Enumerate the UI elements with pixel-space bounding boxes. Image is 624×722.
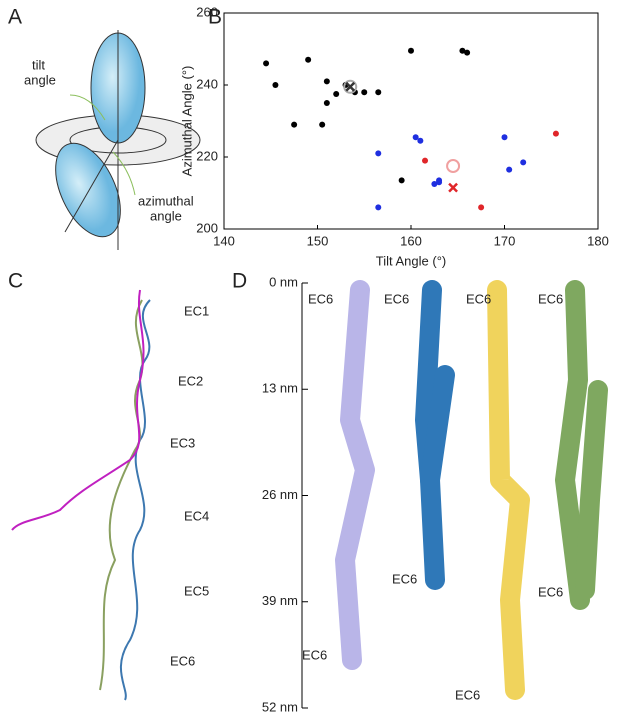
domain-label: EC6 <box>455 687 480 702</box>
domain-label: EC6 <box>538 584 563 599</box>
point <box>272 82 279 88</box>
mean-cross <box>448 182 458 193</box>
domain-label: EC3 <box>170 435 195 450</box>
y-tick-label: 220 <box>196 148 218 163</box>
point <box>291 121 298 128</box>
d-tick-label: 26 nm <box>262 487 298 502</box>
domain-label: EC1 <box>184 303 209 318</box>
point <box>375 89 382 96</box>
point <box>375 204 382 211</box>
d-tick-label: 13 nm <box>262 381 298 396</box>
surface-models <box>335 280 608 700</box>
x-tick-label: 170 <box>494 233 516 248</box>
point <box>422 157 429 164</box>
y-axis-label: Azimuthal Angle (°) <box>179 66 194 177</box>
panel-label: A <box>8 6 22 29</box>
mean-ring <box>343 79 358 94</box>
x-tick-label: 160 <box>400 233 422 248</box>
point <box>464 49 471 56</box>
x-tick-label: 140 <box>213 233 235 248</box>
point <box>375 150 382 157</box>
point <box>333 91 340 97</box>
domain-label: EC2 <box>178 373 203 388</box>
panel-label: B <box>208 6 222 29</box>
point <box>552 130 559 137</box>
panel-label: C <box>8 270 23 293</box>
x-axis-label: Tilt Angle (°) <box>376 253 446 268</box>
point <box>417 137 424 144</box>
annotation: angle <box>24 72 56 87</box>
plot-frame <box>223 12 599 230</box>
protein-ribbon <box>11 289 151 701</box>
point <box>305 56 312 63</box>
domain-label: EC5 <box>184 583 209 598</box>
annotation: tilt <box>32 57 45 72</box>
point <box>361 89 368 96</box>
annotation: azimuthal <box>138 193 194 208</box>
point <box>263 60 270 67</box>
point <box>319 121 326 128</box>
domain-label: EC4 <box>184 508 209 523</box>
d-tick-label: 39 nm <box>262 593 298 608</box>
point <box>506 166 513 173</box>
point <box>478 204 485 211</box>
point <box>323 78 330 85</box>
point <box>459 47 466 54</box>
y-tick-label: 200 <box>196 220 218 235</box>
domain-label: EC6 <box>384 291 409 306</box>
point <box>323 100 330 106</box>
point <box>408 47 414 54</box>
domain-label: EC6 <box>308 291 333 306</box>
domain-label: EC6 <box>538 291 563 306</box>
point <box>431 181 438 187</box>
point <box>501 134 508 141</box>
point <box>520 159 527 166</box>
panel-label: D <box>232 270 247 293</box>
x-tick-label: 180 <box>587 233 609 248</box>
tilt-diagram <box>35 30 201 250</box>
d-tick-label: 52 nm <box>262 699 298 714</box>
point <box>412 134 419 141</box>
point <box>398 177 405 184</box>
domain-label: EC6 <box>302 647 327 662</box>
x-tick-label: 150 <box>307 233 329 248</box>
domain-label: EC6 <box>392 571 417 586</box>
domain-label: EC6 <box>170 653 195 668</box>
mean-ring <box>446 159 461 173</box>
y-tick-label: 260 <box>196 4 218 19</box>
domain-label: EC6 <box>466 291 491 306</box>
d-tick-label: 0 nm <box>269 274 298 289</box>
annotation: angle <box>150 208 182 223</box>
y-tick-label: 240 <box>196 76 218 91</box>
point <box>436 179 443 186</box>
mean-cross <box>345 81 356 92</box>
